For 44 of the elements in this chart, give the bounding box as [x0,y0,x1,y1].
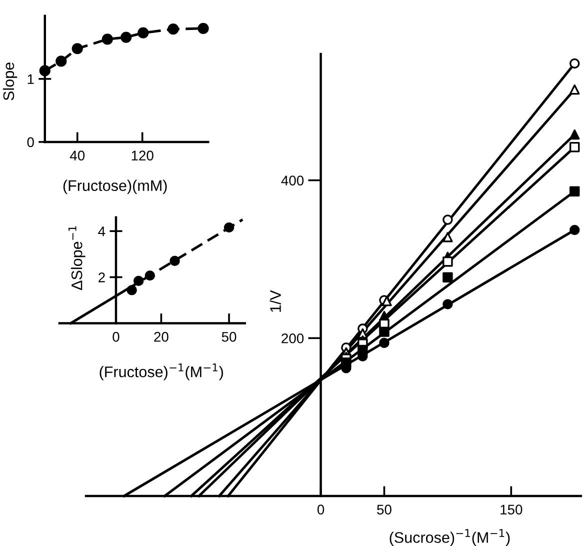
point [570,142,580,152]
point [570,186,580,196]
point [442,256,453,267]
point [144,270,156,281]
point [379,326,390,337]
y-tick-label: 1 [28,74,34,84]
point [170,256,180,266]
y-axis-title: 1/V [270,290,281,312]
point [198,22,209,34]
x-tick-label: 50 [377,504,392,515]
y-tick-label: 4 [98,226,106,236]
point [570,58,580,69]
point [102,34,113,45]
x-tick-label: 0 [112,332,120,342]
point [382,296,392,306]
x-tick-label: 150 [500,504,522,515]
y-axis-title: ΔSlope$^{−1}$ [68,226,86,290]
point [379,338,390,348]
x-axis-title: (Fructose)$^{−1}$(M$^{−1}$) [100,363,224,380]
point [126,284,137,296]
x-tick-label: 120 [132,150,154,160]
x-axis-title: (Sucrose)$^{−1}$(M$^{−1}$) [390,529,510,546]
point [133,276,144,286]
point [72,43,83,54]
x-axis-title: (Fructose)(mM) [63,180,167,194]
point [442,214,453,225]
y-axis-title: Slope [2,62,18,100]
y-tick-label: 400 [281,176,304,186]
point [570,129,580,140]
point [570,84,580,95]
x-tick-label: 0 [317,504,324,515]
x-tick-label: 20 [154,332,168,342]
x-tick-label: 40 [70,150,85,160]
x-tick-label: 50 [222,332,236,342]
point [570,224,580,236]
y-tick-label: 2 [98,272,105,282]
point [120,32,132,43]
point [224,222,234,233]
y-tick-label: 200 [282,333,304,344]
point [138,27,149,38]
point [442,272,453,282]
point [168,24,179,35]
point [56,56,67,67]
point [442,299,453,310]
